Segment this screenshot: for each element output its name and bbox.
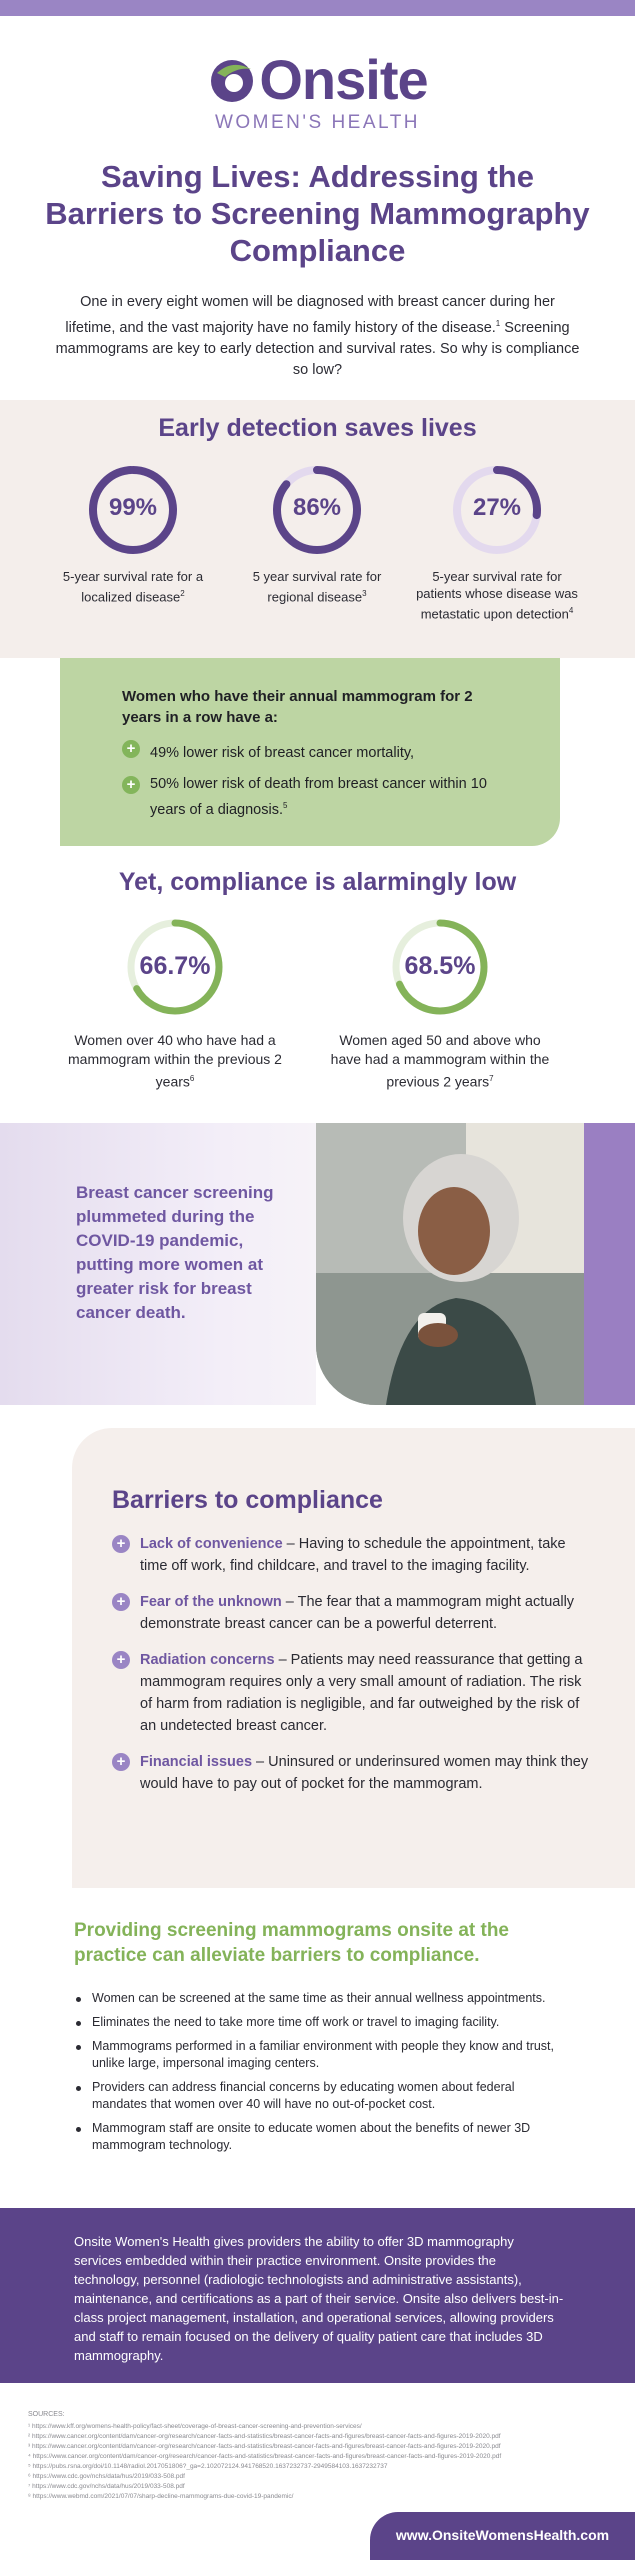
ring-graphic <box>89 466 177 554</box>
survival-stat-regional: 86% 5 year survival rate for regional di… <box>232 462 402 605</box>
source-item[interactable]: ³ https://www.cancer.org/content/dam/can… <box>28 2443 501 2450</box>
photo-illustration <box>316 1123 584 1405</box>
list-item: Eliminates the need to take more time of… <box>74 2014 554 2031</box>
compliance-heading: Yet, compliance is alarmingly low <box>118 868 517 896</box>
progress-ring: 68.5% <box>388 915 492 1019</box>
brand-tagline: WOMEN'S HEALTH <box>214 112 421 133</box>
providing-heading: Providing screening mammograms onsite at… <box>74 1920 509 1966</box>
plus-icon: + <box>112 1535 130 1553</box>
source-item[interactable]: ² https://www.cancer.org/content/dam/can… <box>28 2433 501 2440</box>
barriers-heading: Barriers to compliance <box>112 1486 383 1514</box>
brand-name: Onsite <box>259 48 428 111</box>
about-section: Onsite Women's Health gives providers th… <box>0 2208 635 2383</box>
annual-benefit-item: + 49% lower risk of breast cancer mortal… <box>122 738 504 764</box>
source-item[interactable]: ⁸ https://www.webmd.com/2021/07/07/sharp… <box>28 2493 294 2500</box>
footer-url-tab: www.OnsiteWomensHealth.com <box>370 2512 635 2560</box>
progress-ring: 86% <box>269 462 365 558</box>
covid-section: Breast cancer screening plummeted during… <box>0 1123 635 1405</box>
early-detection-heading: Early detection saves lives <box>158 414 477 442</box>
source-item[interactable]: ⁵ https://pubs.rsna.org/doi/10.1148/radi… <box>28 2463 388 2470</box>
stat-label: 5 year survival rate for regional diseas… <box>252 569 382 605</box>
barrier-item: + Fear of the unknown – The fear that a … <box>112 1591 595 1635</box>
purple-accent-strip <box>584 1123 635 1405</box>
barrier-item: + Lack of convenience – Having to schedu… <box>112 1533 595 1577</box>
stat-value: 66.7% <box>139 952 211 980</box>
woman-with-mug-photo <box>316 1123 584 1405</box>
list-item: Mammograms performed in a familiar envir… <box>74 2038 554 2072</box>
survival-stat-metastatic: 27% 5-year survival rate for patients wh… <box>412 462 582 622</box>
progress-ring: 99% <box>85 462 181 558</box>
providing-list: Women can be screened at the same time a… <box>74 1990 554 2161</box>
stat-value: 99% <box>108 494 158 521</box>
annual-mammogram-box: Women who have their annual mammogram fo… <box>60 658 560 846</box>
source-item[interactable]: ⁴ https://www.cancer.org/content/dam/can… <box>28 2453 502 2460</box>
barrier-item: + Financial issues – Uninsured or underi… <box>112 1751 595 1795</box>
source-item[interactable]: ⁷ https://www.cdc.gov/nchs/data/hus/2019… <box>28 2483 185 2490</box>
top-accent-bar <box>0 0 635 16</box>
covid-statement: Breast cancer screening plummeted during… <box>76 1183 274 1322</box>
stat-label: Women over 40 who have had a mammogram w… <box>68 1032 282 1090</box>
plus-icon: + <box>122 740 140 758</box>
progress-ring: 66.7% <box>123 915 227 1019</box>
ring-graphic <box>392 919 488 1015</box>
annual-heading: Women who have their annual mammogram fo… <box>122 688 473 726</box>
brand-logo: Onsite WOMEN'S HEALTH <box>0 52 635 134</box>
survival-stat-localized: 99% 5-year survival rate for a localized… <box>48 462 218 605</box>
barriers-section: Barriers to compliance + Lack of conveni… <box>72 1428 635 1888</box>
sources-section: SOURCES: ¹ https://www.kff.org/womens-he… <box>28 2410 608 2502</box>
ring-graphic <box>273 466 361 554</box>
plus-icon: + <box>122 775 140 794</box>
list-item: Mammogram staff are onsite to educate wo… <box>74 2120 554 2154</box>
compliance-stat-over-40: 66.7% Women over 40 who have had a mammo… <box>60 915 290 1092</box>
ring-graphic <box>127 919 223 1015</box>
compliance-stat-50-plus: 68.5% Women aged 50 and above who have h… <box>325 915 555 1092</box>
stat-label: 5-year survival rate for patients whose … <box>416 569 578 622</box>
plus-icon: + <box>112 1753 130 1771</box>
onsite-logo-icon <box>207 55 257 105</box>
about-paragraph: Onsite Women's Health gives providers th… <box>74 2234 564 2363</box>
annual-benefit-item: + 50% lower risk of death from breast ca… <box>122 774 504 821</box>
plus-icon: + <box>112 1593 130 1611</box>
ring-graphic <box>453 466 541 554</box>
covid-text-panel: Breast cancer screening plummeted during… <box>0 1123 316 1405</box>
source-item[interactable]: ¹ https://www.kff.org/womens-health-poli… <box>28 2423 362 2430</box>
stat-value: 86% <box>292 494 342 521</box>
list-item: Providers can address financial concerns… <box>74 2079 554 2113</box>
progress-ring: 27% <box>449 462 545 558</box>
sources-heading: SOURCES: <box>28 2411 65 2418</box>
stat-value: 27% <box>472 494 522 521</box>
stat-label: 5-year survival rate for a localized dis… <box>62 569 204 605</box>
intro-paragraph: One in every eight women will be diagnos… <box>55 294 580 378</box>
early-detection-section: Early detection saves lives 99% 5-year s… <box>0 400 635 658</box>
page-title: Saving Lives: Addressing the Barriers to… <box>45 159 590 268</box>
barrier-item: + Radiation concerns – Patients may need… <box>112 1649 595 1737</box>
stat-label: Women aged 50 and above who have had a m… <box>330 1032 550 1090</box>
plus-icon: + <box>112 1651 130 1669</box>
website-link[interactable]: www.OnsiteWomensHealth.com <box>395 2527 610 2543</box>
stat-value: 68.5% <box>404 952 476 980</box>
source-item[interactable]: ⁶ https://www.cdc.gov/nchs/data/hus/2019… <box>28 2473 185 2480</box>
list-item: Women can be screened at the same time a… <box>74 1990 554 2007</box>
